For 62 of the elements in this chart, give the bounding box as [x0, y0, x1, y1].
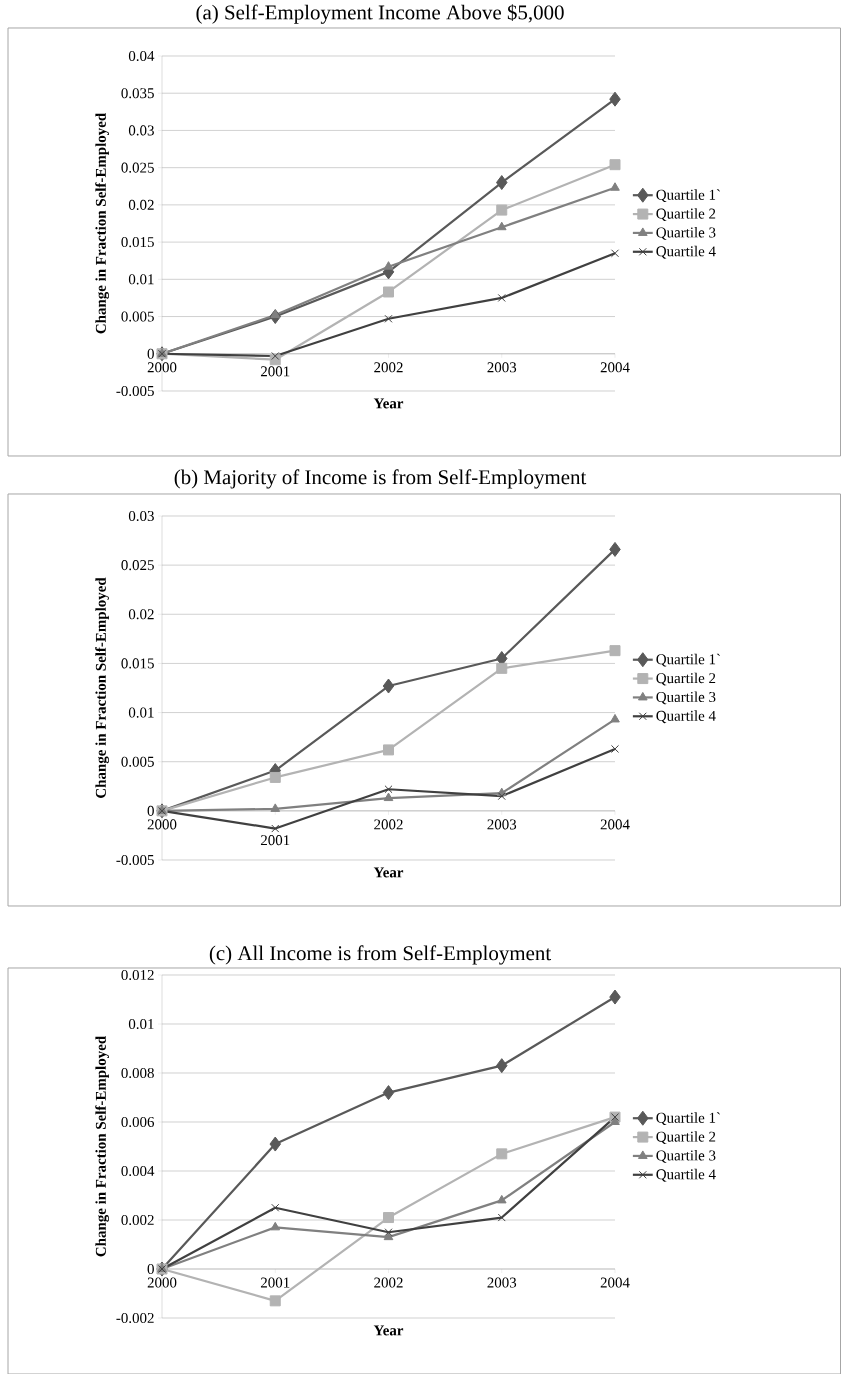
legend-label: Quartile 1`: [656, 1112, 720, 1126]
legend-label: Quartile 4: [656, 1168, 716, 1182]
legend-label: Quartile 3: [656, 1150, 716, 1163]
x-tick-label: 2002: [374, 362, 403, 373]
legend-label: Quartile 3: [656, 691, 716, 705]
y-axis-title: Change in Fraction Self-Employed: [95, 577, 110, 798]
legend-label: Quartile 2: [656, 672, 716, 686]
legend-label: Quartile 2: [656, 208, 716, 221]
legend-label: Quartile 1`: [656, 189, 720, 203]
legend-label: Quartile 2: [656, 1131, 716, 1144]
legend-label: Quartile 1`: [656, 653, 720, 667]
y-tick-label: -0.005: [116, 854, 154, 866]
chart-title: (c) All Income is from Self-Employment: [209, 945, 552, 965]
y-tick-label: 0.002: [121, 1214, 154, 1226]
y-tick-label: 0.005: [121, 756, 154, 767]
y-tick-label: 0.015: [121, 237, 154, 248]
x-tick-label: 2000: [147, 1277, 177, 1288]
y-tick-label: 0.035: [121, 88, 154, 99]
y-tick-label: 0.015: [121, 658, 154, 669]
y-tick-label: 0.01: [128, 274, 154, 285]
chart-title: (b) Majority of Income is from Self-Employment: [174, 469, 587, 489]
y-tick-label: 0.02: [128, 609, 154, 620]
y-tick-label: 0: [147, 1263, 154, 1275]
y-tick-label: -0.005: [116, 385, 154, 397]
y-axis-title: Change in Fraction Self-Employed: [95, 113, 110, 334]
y-tick-label: 0.03: [128, 125, 154, 136]
x-tick-label: 2003: [487, 1277, 517, 1288]
x-tick-label: 2003: [487, 819, 517, 830]
x-tick-label: 2003: [487, 362, 517, 373]
y-tick-label: 0.02: [128, 199, 154, 210]
y-tick-label: 0.03: [128, 510, 154, 522]
x-axis-title: Year: [373, 398, 404, 409]
y-tick-label: 0.01: [128, 707, 154, 718]
x-axis-title: Year: [373, 1325, 404, 1336]
y-tick-label: 0.006: [121, 1116, 155, 1128]
x-tick-label: 2004: [600, 819, 630, 830]
legend-label: Quartile 4: [656, 710, 716, 724]
x-tick-label: 2000: [147, 362, 177, 373]
x-tick-label: 2004: [600, 1277, 630, 1288]
x-tick-label: 2001: [260, 835, 290, 846]
y-tick-label: 0.025: [121, 162, 154, 173]
chart-title: (a) Self-Employment Income Above $5,000: [196, 4, 564, 24]
y-tick-label: 0: [147, 348, 154, 359]
y-tick-label: 0.025: [121, 560, 154, 571]
x-tick-label: 2004: [600, 362, 630, 373]
x-axis-title: Year: [373, 867, 404, 878]
y-tick-label: 0.005: [121, 311, 154, 322]
x-tick-label: 2001: [260, 366, 290, 377]
y-tick-label: -0.002: [116, 1312, 154, 1324]
y-axis-title: Change in Fraction Self-Employed: [95, 1036, 110, 1257]
y-tick-label: 0.04: [128, 50, 155, 62]
x-tick-label: 2002: [374, 1277, 403, 1288]
y-tick-label: 0.01: [128, 1018, 154, 1030]
x-tick-label: 2000: [147, 819, 177, 830]
y-tick-label: 0.008: [121, 1067, 154, 1079]
y-tick-label: 0: [147, 805, 154, 816]
y-tick-label: 0.012: [121, 969, 154, 981]
legend-label: Quartile 3: [656, 227, 716, 240]
x-tick-label: 2001: [260, 1277, 290, 1288]
x-tick-label: 2002: [374, 819, 403, 830]
legend-label: Quartile 4: [656, 245, 716, 259]
y-tick-label: 0.004: [121, 1165, 155, 1177]
